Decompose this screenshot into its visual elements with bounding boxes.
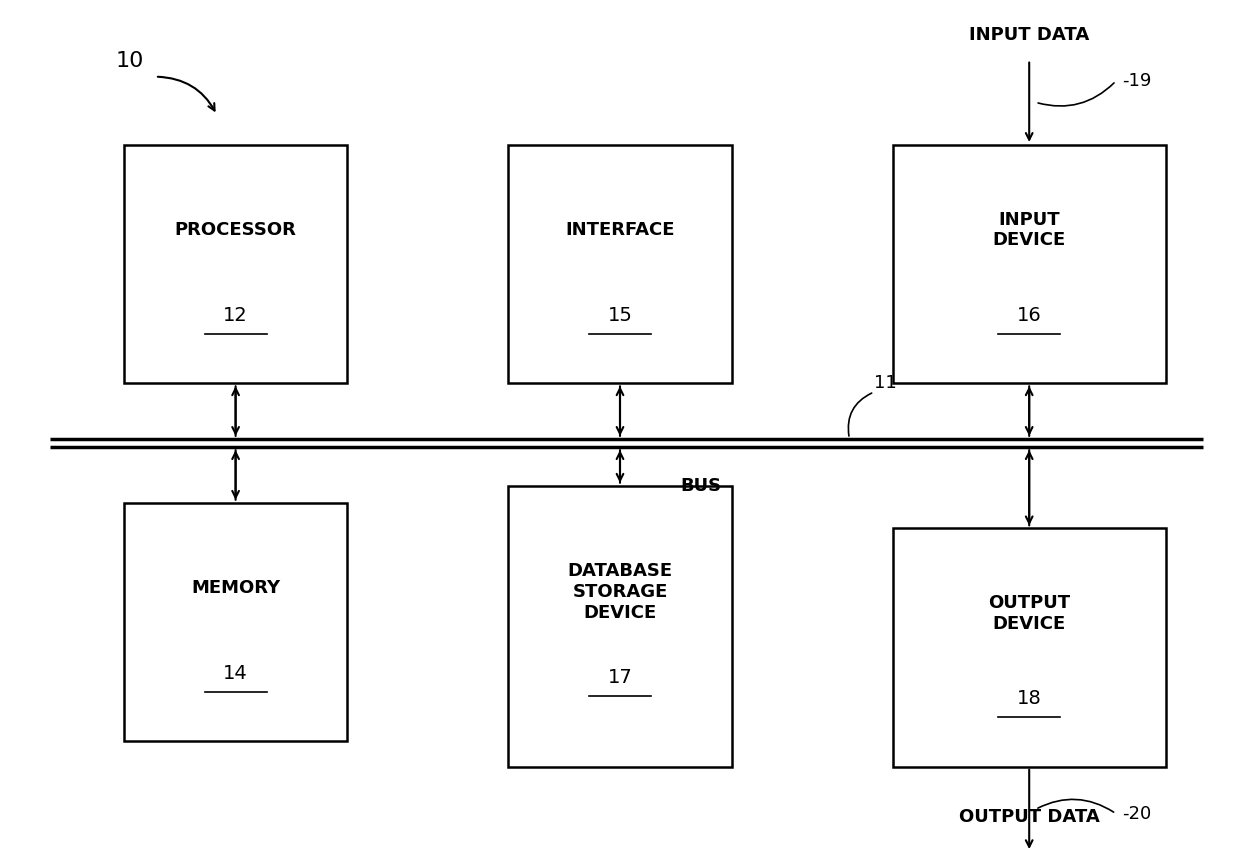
Text: MEMORY: MEMORY [191,579,280,597]
FancyBboxPatch shape [124,145,347,383]
Text: 12: 12 [223,306,248,325]
Text: OUTPUT
DEVICE: OUTPUT DEVICE [988,594,1070,633]
Text: 15: 15 [608,306,632,325]
Text: PROCESSOR: PROCESSOR [175,221,296,239]
Text: -20: -20 [1122,804,1152,823]
Text: 16: 16 [1017,306,1042,325]
Text: DATABASE
STORAGE
DEVICE: DATABASE STORAGE DEVICE [568,562,672,622]
FancyBboxPatch shape [893,145,1166,383]
Text: -19: -19 [1122,72,1152,90]
Text: 17: 17 [608,668,632,687]
Text: 10: 10 [117,51,144,71]
FancyBboxPatch shape [508,486,732,767]
Text: INTERFACE: INTERFACE [565,221,675,239]
Text: INPUT DATA: INPUT DATA [970,26,1089,43]
Text: BUS: BUS [680,477,722,495]
FancyBboxPatch shape [893,528,1166,767]
Text: INPUT
DEVICE: INPUT DEVICE [992,210,1066,250]
Text: 18: 18 [1017,689,1042,708]
FancyBboxPatch shape [124,503,347,741]
FancyBboxPatch shape [508,145,732,383]
Text: OUTPUT DATA: OUTPUT DATA [959,809,1100,826]
Text: 11: 11 [874,374,897,393]
Text: 14: 14 [223,664,248,682]
